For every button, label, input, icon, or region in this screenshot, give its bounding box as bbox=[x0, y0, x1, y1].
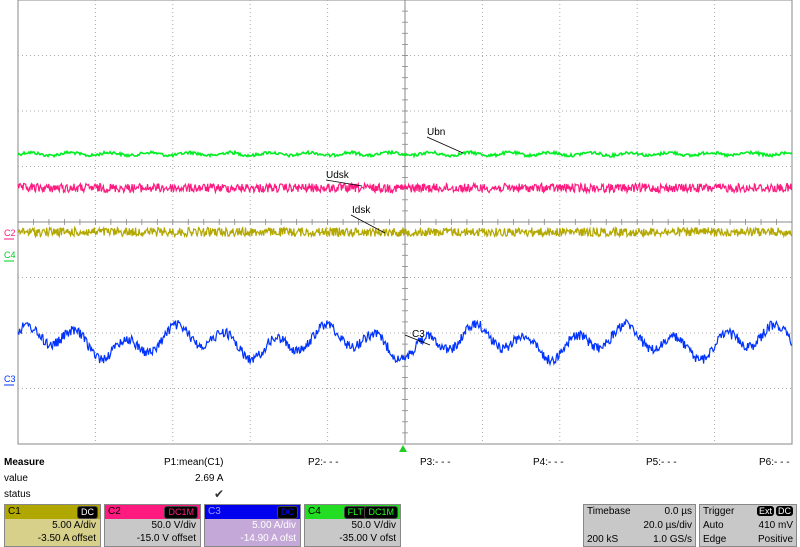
marker-c2[interactable]: C2 bbox=[4, 228, 16, 238]
measure-p1-value: 2.69 A bbox=[195, 473, 224, 484]
timebase-scale: 20.0 µs/div bbox=[643, 520, 692, 531]
filter-badge: FLT bbox=[343, 506, 367, 519]
trigger-type: Edge bbox=[703, 534, 727, 545]
timebase-samples: 200 kS bbox=[587, 534, 619, 545]
measure-value-label: value bbox=[4, 473, 28, 484]
idsk-leader bbox=[350, 214, 386, 234]
grid bbox=[17, 0, 793, 445]
marker-c4[interactable]: C4 bbox=[4, 250, 16, 260]
trigger-coupling-badge: DC bbox=[776, 506, 793, 516]
coupling-badge: DC1M bbox=[364, 506, 398, 519]
marker-c3[interactable]: C3 bbox=[4, 374, 16, 384]
label-idsk: Idsk bbox=[352, 205, 371, 216]
coupling-badge: DC1M bbox=[164, 506, 198, 519]
channel-c2-box[interactable]: C2 DC1M 50.0 V/div -15.0 V offset bbox=[104, 504, 201, 547]
timebase-label: Timebase bbox=[587, 506, 631, 517]
udsk-leader bbox=[325, 179, 363, 187]
channel-scale: 5.00 A/div bbox=[52, 520, 96, 531]
channel-c4-box[interactable]: C4 FLT DC1M 50.0 V/div -35.00 V ofst bbox=[304, 504, 401, 547]
channel-c3-box[interactable]: C3 DC 5.00 A/div -14.90 A ofst bbox=[204, 504, 301, 547]
checkmark-icon: ✔ bbox=[214, 487, 225, 501]
channel-scale: 50.0 V/div bbox=[151, 520, 196, 531]
trace-c3 bbox=[17, 318, 793, 367]
coupling-badge: DC bbox=[77, 506, 98, 519]
measure-status-label: status bbox=[4, 489, 31, 500]
coupling-badge: DC bbox=[277, 506, 298, 519]
measure-p4[interactable]: P4:- - - bbox=[533, 457, 564, 468]
trigger-box[interactable]: Trigger Ext DC Auto 410 mV Edge Positive bbox=[699, 504, 797, 547]
trigger-slope: Positive bbox=[757, 534, 793, 545]
channel-offset: -35.00 V ofst bbox=[339, 533, 396, 544]
waveform-display: Ubn Udsk Idsk C3 C2 C4 C3 bbox=[4, 0, 793, 452]
label-ubn: Ubn bbox=[427, 127, 445, 138]
timebase-delay: 0.0 µs bbox=[664, 506, 692, 517]
channel-offset: -15.0 V offset bbox=[136, 533, 196, 544]
channel-scale: 5.00 A/div bbox=[252, 520, 296, 531]
trigger-mode: Auto bbox=[703, 520, 724, 531]
measure-p6[interactable]: P6:- - - bbox=[759, 457, 790, 468]
measure-p3[interactable]: P3:- - - bbox=[420, 457, 451, 468]
channel-name: C1 bbox=[8, 506, 21, 517]
channel-scale: 50.0 V/div bbox=[351, 520, 396, 531]
measure-p5[interactable]: P5:- - - bbox=[646, 457, 677, 468]
trigger-position-marker[interactable] bbox=[399, 445, 407, 452]
channel-offset: -3.50 A offset bbox=[37, 533, 96, 544]
trace-udsk-c2 bbox=[17, 181, 793, 195]
label-udsk: Udsk bbox=[326, 170, 350, 181]
channel-name: C2 bbox=[108, 506, 121, 517]
trigger-label: Trigger bbox=[703, 506, 735, 517]
trigger-source-badge: Ext bbox=[756, 506, 774, 516]
channel-offset: -14.90 A ofst bbox=[240, 533, 296, 544]
ubn-leader bbox=[426, 136, 464, 154]
measure-p2[interactable]: P2:- - - bbox=[308, 457, 339, 468]
trace-idsk-c1 bbox=[17, 225, 793, 239]
label-c3: C3 bbox=[412, 329, 425, 340]
trace-ubn-c4 bbox=[17, 149, 793, 159]
channel-name: C3 bbox=[208, 506, 221, 517]
c3-leader bbox=[404, 334, 431, 346]
measure-title: Measure bbox=[4, 457, 45, 468]
channel-name: C4 bbox=[308, 506, 321, 517]
measure-p1[interactable]: P1:mean(C1) bbox=[164, 457, 224, 468]
channel-c1-box[interactable]: C1 DC 5.00 A/div -3.50 A offset bbox=[4, 504, 101, 547]
timebase-rate: 1.0 GS/s bbox=[653, 534, 692, 545]
timebase-box[interactable]: Timebase 0.0 µs 20.0 µs/div 200 kS 1.0 G… bbox=[583, 504, 696, 547]
trigger-level: 410 mV bbox=[758, 520, 793, 531]
